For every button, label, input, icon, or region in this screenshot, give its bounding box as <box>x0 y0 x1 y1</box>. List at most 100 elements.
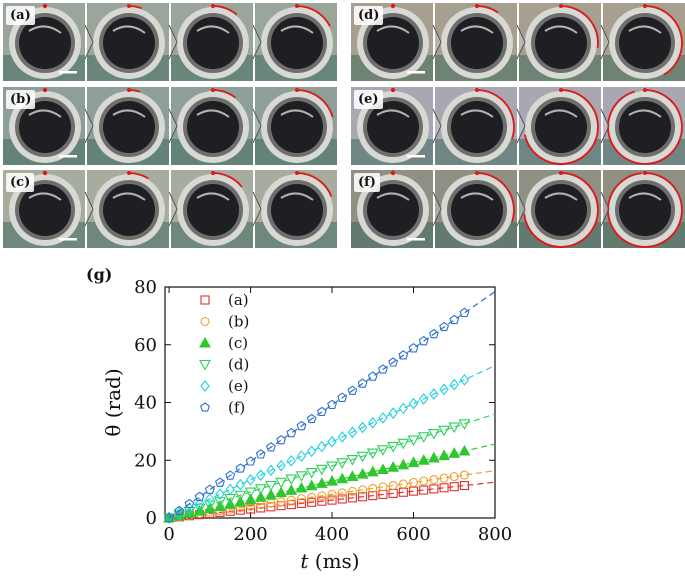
series-c <box>163 443 496 523</box>
photo-frame <box>519 87 601 165</box>
panel-label: (b) <box>6 90 36 109</box>
sequence-arrow-icon <box>516 3 526 81</box>
data-point <box>327 399 337 410</box>
data-point <box>408 343 419 353</box>
series-e <box>164 364 496 524</box>
data-point <box>296 494 307 504</box>
data-point <box>225 483 235 496</box>
data-point <box>408 486 419 496</box>
data-point <box>358 492 368 502</box>
data-point <box>459 373 470 386</box>
x-tick-label: 400 <box>315 524 349 545</box>
data-point <box>458 444 471 456</box>
data-point <box>286 427 297 438</box>
data-point <box>357 421 368 434</box>
chart-body: 0 200 400 600 800 0 20 40 60 80 t (ms) θ (rad) (a) (b… <box>101 277 512 573</box>
data-point <box>439 321 450 332</box>
sequence-arrow-icon <box>432 3 442 81</box>
x-axis-label: t (ms) <box>300 549 359 573</box>
data-point <box>276 459 286 472</box>
data-point <box>378 482 388 492</box>
panel-label: (e) <box>354 90 383 109</box>
data-point <box>368 491 378 501</box>
data-point <box>306 413 317 424</box>
y-tick-label: 40 <box>134 393 157 414</box>
legend-marker <box>199 336 211 348</box>
data-point <box>316 406 327 417</box>
data-point <box>204 484 215 494</box>
sequence-arrow-icon <box>168 170 178 248</box>
data-point <box>317 491 327 501</box>
data-point <box>427 451 440 463</box>
data-point <box>327 435 337 448</box>
data-point <box>347 493 357 503</box>
data-point <box>315 464 328 476</box>
data-point <box>285 484 298 495</box>
data-point <box>256 503 266 513</box>
data-point <box>275 477 288 489</box>
legend-marker <box>200 316 210 327</box>
y-axis-label: θ (rad) <box>101 368 125 436</box>
data-point <box>327 495 337 505</box>
data-point <box>296 450 307 462</box>
data-point <box>244 487 257 499</box>
data-point <box>254 484 267 495</box>
data-point <box>244 493 257 505</box>
data-point <box>245 456 256 466</box>
data-point <box>429 484 439 494</box>
data-point <box>377 463 389 475</box>
data-point <box>255 449 266 459</box>
data-point <box>336 472 349 484</box>
data-point <box>387 461 400 472</box>
data-point <box>449 472 459 482</box>
data-point <box>184 498 195 509</box>
photo-frame <box>519 3 601 81</box>
photo-frame <box>87 170 169 248</box>
data-point <box>449 378 459 391</box>
data-point <box>377 445 389 456</box>
sequence-arrow-icon <box>432 87 442 165</box>
sequence-arrow-icon <box>84 87 94 165</box>
fit-line <box>168 364 496 519</box>
data-point <box>439 473 449 483</box>
data-point <box>326 474 338 486</box>
data-point <box>254 491 267 502</box>
photo-frame: (c) <box>3 170 85 248</box>
data-point <box>215 477 225 487</box>
photo-frame <box>87 87 169 165</box>
series-d <box>163 413 496 525</box>
data-point <box>246 504 256 514</box>
data-point <box>336 458 349 469</box>
data-point <box>356 467 369 479</box>
data-point <box>417 432 430 443</box>
data-point <box>305 479 318 491</box>
photo-frame <box>435 3 517 81</box>
data-point <box>315 477 328 488</box>
data-point <box>347 486 357 496</box>
legend-entry: (b) <box>228 313 249 331</box>
data-point <box>449 314 460 325</box>
data-point <box>378 364 388 374</box>
photo-frame <box>435 170 517 248</box>
sequence-arrow-icon <box>516 87 526 165</box>
series-f <box>164 291 496 523</box>
sequence-arrow-icon <box>168 87 178 165</box>
data-point <box>356 451 369 463</box>
sequence-arrow-icon <box>432 170 442 248</box>
data-point <box>203 502 216 514</box>
data-point <box>429 388 439 401</box>
photo-frame: (f) <box>351 170 433 248</box>
data-point <box>387 441 400 453</box>
fit-line <box>168 413 496 519</box>
data-point <box>256 469 266 482</box>
data-point <box>408 477 419 488</box>
fit-line <box>168 443 496 519</box>
data-point <box>366 448 379 460</box>
data-point <box>439 483 449 493</box>
sequence-arrow-icon <box>516 170 526 248</box>
photo-frame <box>171 3 253 81</box>
data-point <box>205 493 215 505</box>
data-point <box>429 474 439 485</box>
data-point <box>397 458 410 470</box>
legend-entry: (e) <box>228 377 249 395</box>
